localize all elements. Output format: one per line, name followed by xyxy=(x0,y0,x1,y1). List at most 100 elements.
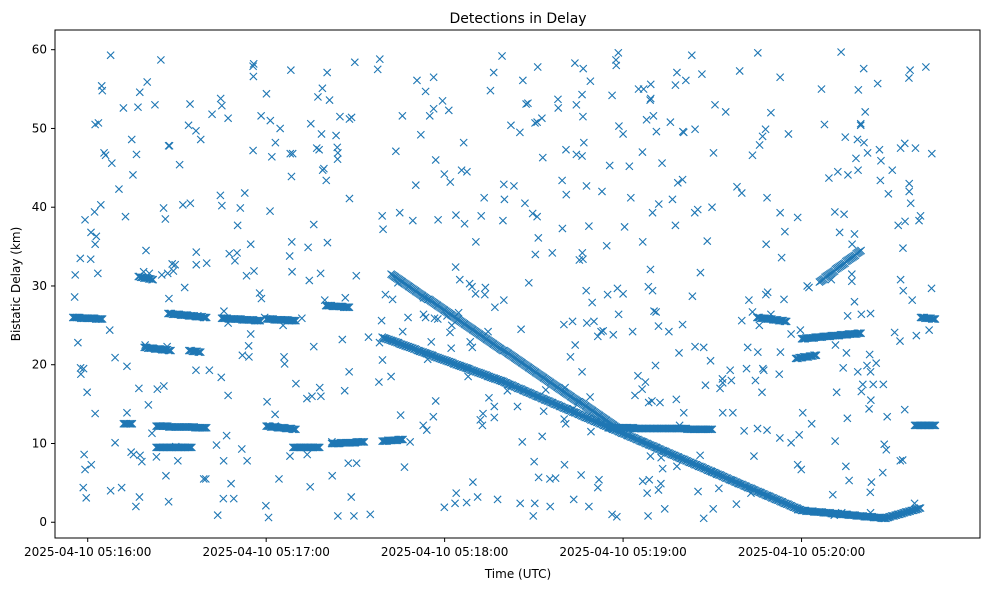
data-point xyxy=(451,263,460,272)
data-point xyxy=(159,382,168,390)
data-point xyxy=(128,419,137,428)
data-point xyxy=(309,220,318,229)
data-point xyxy=(595,475,603,484)
data-point xyxy=(916,211,925,220)
data-point xyxy=(289,425,298,434)
data-point xyxy=(271,410,280,419)
data-point xyxy=(340,386,349,395)
data-point xyxy=(134,384,143,393)
data-point xyxy=(318,84,327,93)
data-point xyxy=(136,451,145,460)
data-point xyxy=(518,76,527,85)
data-point xyxy=(131,502,140,511)
data-point xyxy=(859,64,868,73)
data-point xyxy=(866,508,875,517)
data-point xyxy=(288,267,297,276)
data-point xyxy=(352,459,361,468)
data-point xyxy=(701,381,710,390)
data-point xyxy=(660,504,669,513)
y-tick-label: 10 xyxy=(32,436,47,450)
data-point xyxy=(582,318,591,327)
data-point xyxy=(706,356,715,365)
data-point xyxy=(305,276,314,285)
data-point xyxy=(82,493,91,502)
data-point xyxy=(707,467,716,476)
data-point xyxy=(200,313,209,322)
data-point xyxy=(652,307,661,316)
data-point xyxy=(288,149,297,158)
data-point xyxy=(202,259,211,268)
data-point xyxy=(429,104,438,113)
data-point xyxy=(753,48,762,57)
data-point xyxy=(807,419,816,428)
data-point xyxy=(901,217,910,226)
data-point xyxy=(553,95,562,104)
data-point xyxy=(454,308,463,317)
data-point xyxy=(252,316,261,325)
data-point xyxy=(202,423,211,432)
data-point xyxy=(716,384,725,393)
data-point xyxy=(427,337,436,346)
data-point xyxy=(915,216,924,225)
data-point xyxy=(675,348,683,357)
data-point xyxy=(433,315,442,324)
data-point xyxy=(775,433,784,442)
data-point xyxy=(795,430,804,439)
data-point xyxy=(145,269,154,278)
data-point xyxy=(843,311,852,320)
data-point xyxy=(793,505,802,514)
data-point xyxy=(438,96,447,105)
data-point xyxy=(548,248,557,257)
data-point xyxy=(650,307,659,316)
data-point xyxy=(212,441,221,450)
data-point xyxy=(479,409,487,418)
data-point xyxy=(854,85,863,94)
data-point xyxy=(872,359,881,368)
data-point xyxy=(641,378,650,387)
data-point xyxy=(748,151,757,160)
data-point xyxy=(916,504,925,513)
data-point xyxy=(530,499,539,508)
data-point xyxy=(537,114,546,123)
data-point xyxy=(672,395,681,404)
data-point xyxy=(395,208,404,217)
data-point xyxy=(855,329,864,338)
data-point xyxy=(111,353,120,362)
data-point xyxy=(127,135,136,144)
data-point xyxy=(121,212,130,221)
data-point xyxy=(95,315,104,324)
data-point xyxy=(718,378,727,387)
data-point xyxy=(776,73,785,82)
data-point xyxy=(325,96,334,105)
data-point xyxy=(558,224,567,233)
data-point xyxy=(602,241,611,250)
data-point xyxy=(735,66,744,75)
data-point xyxy=(242,271,251,280)
x-tick-label: 2025-04-10 05:20:00 xyxy=(738,545,865,559)
data-point xyxy=(894,221,903,230)
data-point xyxy=(119,103,128,112)
x-axis: 2025-04-10 05:16:00 2025-04-10 05:17:00 20… xyxy=(24,538,865,559)
data-point xyxy=(927,421,936,430)
data-point xyxy=(921,63,930,72)
data-point xyxy=(364,333,373,342)
data-point xyxy=(798,408,807,417)
data-point xyxy=(152,452,161,461)
data-point xyxy=(651,361,660,370)
data-point xyxy=(853,135,862,144)
data-point xyxy=(366,510,375,519)
data-point xyxy=(344,459,353,468)
data-point xyxy=(480,193,489,202)
data-point xyxy=(244,352,253,361)
data-point xyxy=(628,327,637,336)
data-point xyxy=(824,174,833,183)
data-point xyxy=(614,310,623,319)
data-point xyxy=(175,160,184,169)
data-point xyxy=(837,508,846,517)
data-point xyxy=(227,479,236,488)
data-point xyxy=(681,76,690,85)
data-point xyxy=(638,385,647,394)
data-point xyxy=(831,341,840,350)
data-point xyxy=(165,346,174,355)
data-point xyxy=(562,190,571,199)
